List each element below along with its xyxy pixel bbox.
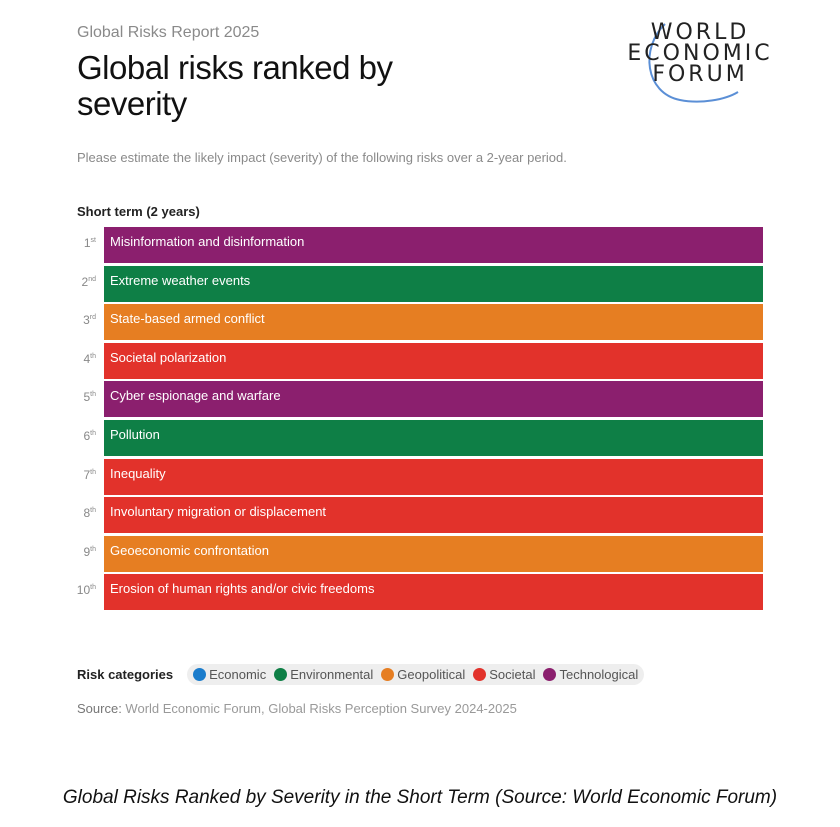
logo-line: FORUM (652, 62, 748, 87)
legend-item: Societal (473, 667, 535, 682)
chart-subtitle: Short term (2 years) (77, 204, 200, 219)
risk-bar: Geoeconomic confrontation (104, 535, 763, 572)
legend-item: Economic (193, 667, 266, 682)
legend-title: Risk categories (77, 667, 174, 682)
risk-row: 6th Pollution (60, 419, 763, 456)
legend-item: Geopolitical (381, 667, 465, 682)
logo-line: WORLD (650, 20, 750, 45)
legend-items: Economic Environmental Geopolitical Societa… (187, 664, 645, 685)
risk-row: 8th Involuntary migration or displacemen… (60, 497, 763, 534)
page-title: Global risks ranked by severity (77, 49, 393, 122)
risk-bar: Inequality (104, 458, 763, 495)
logo-arc-icon (648, 23, 739, 103)
risk-label: Cyber espionage and warfare (110, 388, 281, 404)
wef-logo: WORLD ECONOMIC FORUM (620, 18, 780, 108)
report-name: Global Risks Report 2025 (77, 24, 260, 41)
risk-row: 1st Misinformation and disinformation (60, 227, 763, 263)
risk-bar: Erosion of human rights and/or civic fre… (104, 574, 763, 611)
rank-label: 6th (83, 428, 96, 443)
risk-bar: Involuntary migration or displacement (104, 497, 763, 534)
risk-label: Pollution (110, 426, 160, 442)
risk-label: Extreme weather events (110, 272, 251, 288)
rank-label: 3rd (83, 313, 96, 328)
logo-line: ECONOMIC (627, 41, 773, 66)
risk-label: Societal polarization (110, 349, 227, 365)
risk-label: Erosion of human rights and/or civic fre… (110, 581, 375, 597)
risk-bar: Societal polarization (104, 342, 763, 379)
legend-dot-icon (543, 668, 557, 681)
source-note: Source: World Economic Forum, Global Ris… (77, 701, 517, 716)
risk-bar: Misinformation and disinformation (104, 227, 763, 263)
risk-label: Misinformation and disinformation (110, 234, 305, 249)
risk-bar: Cyber espionage and warfare (104, 381, 763, 418)
legend-item: Technological (543, 667, 638, 682)
risk-label: Involuntary migration or displacement (110, 504, 327, 520)
risk-bar: Extreme weather events (104, 265, 763, 302)
question-text: Please estimate the likely impact (sever… (77, 150, 567, 165)
risk-row: 9th Geoeconomic confrontation (60, 535, 763, 572)
source-label: Source: (77, 701, 122, 716)
risk-bar: Pollution (104, 419, 763, 456)
source-text: World Economic Forum, Global Risks Perce… (121, 701, 517, 716)
rank-label: 8th (83, 506, 96, 521)
rank-label: 7th (83, 467, 96, 482)
risk-bar: State-based armed conflict (104, 304, 763, 341)
legend-dot-icon (193, 668, 207, 681)
risk-label: Inequality (110, 465, 166, 481)
risk-row: 10th Erosion of human rights and/or civi… (60, 574, 763, 611)
figure-caption: Global Risks Ranked by Severity in the S… (62, 787, 778, 808)
rank-label: 9th (83, 544, 96, 559)
risk-row: 3rd State-based armed conflict (60, 304, 763, 341)
rank-label: 5th (83, 390, 96, 405)
risk-row: 5th Cyber espionage and warfare (60, 381, 763, 418)
rank-label: 2nd (81, 274, 96, 289)
risk-list: 1st Misinformation and disinformation 2nd… (60, 227, 763, 613)
legend-dot-icon (473, 668, 487, 681)
legend-dot-icon (381, 668, 395, 681)
legend-dot-icon (274, 668, 288, 681)
risk-label: Geoeconomic confrontation (110, 542, 269, 558)
risk-row: 7th Inequality (60, 458, 763, 495)
legend-item: Environmental (274, 667, 373, 682)
rank-label: 4th (83, 351, 96, 366)
rank-label: 10th (76, 583, 96, 598)
risk-row: 4th Societal polarization (60, 342, 763, 379)
rank-label: 1st (83, 236, 96, 250)
legend: Risk categories Economic Environmental Geo… (77, 664, 645, 685)
risk-row: 2nd Extreme weather events (60, 265, 763, 302)
risk-label: State-based armed conflict (110, 311, 265, 327)
